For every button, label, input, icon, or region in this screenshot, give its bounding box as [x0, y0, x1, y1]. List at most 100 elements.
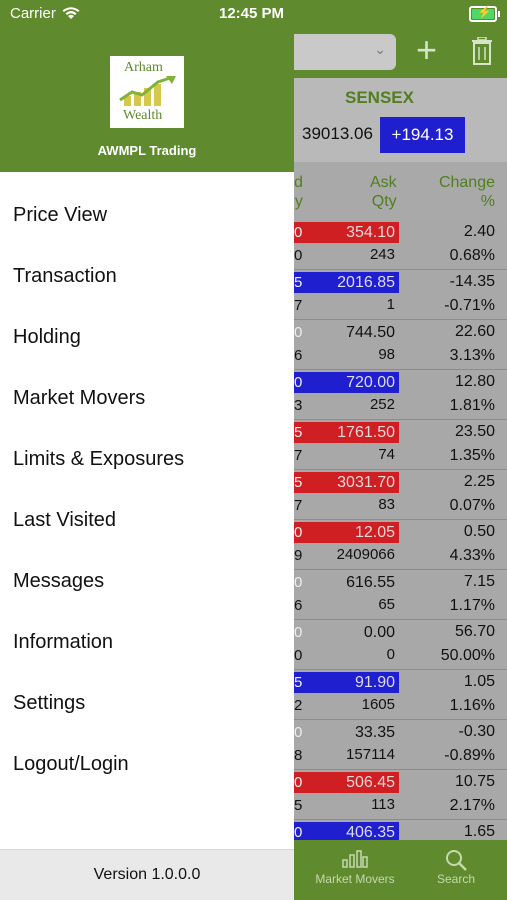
- ask-price: 744.50: [346, 324, 395, 341]
- status-time: 12:45 PM: [219, 5, 285, 22]
- bid-price: 5: [294, 672, 304, 693]
- table-row[interactable]: 0 5 506.45 113 10.75 2.17%: [294, 770, 507, 820]
- bid-qty: 0: [294, 647, 303, 664]
- ask-price: 720.00: [304, 372, 399, 393]
- change-value: 12.80: [454, 373, 495, 390]
- growth-chart-icon: [119, 76, 176, 106]
- menu-item-price-view[interactable]: Price View: [13, 204, 108, 226]
- menu-item-market-movers[interactable]: Market Movers: [13, 387, 146, 409]
- bid-price: 0: [294, 574, 303, 591]
- table-row[interactable]: 5 7 3031.70 83 2.25 0.07%: [294, 470, 507, 520]
- change-percent: 0.68%: [449, 247, 495, 264]
- menu-item-logout-login[interactable]: Logout/Login: [13, 753, 129, 775]
- carrier-label: Carrier: [10, 5, 56, 22]
- chevron-down-icon: ⌄: [374, 41, 386, 57]
- menu-item-settings[interactable]: Settings: [13, 692, 86, 714]
- tab-bar: Market Movers Search: [294, 840, 507, 900]
- change-value: 22.60: [454, 323, 495, 340]
- ask-qty: 65: [378, 596, 395, 613]
- bid-price: 0: [294, 724, 303, 741]
- bid-qty: 6: [294, 347, 303, 364]
- menu-item-limits-exposures[interactable]: Limits & Exposures: [13, 448, 185, 470]
- bid-qty: 6: [294, 597, 303, 614]
- index-change: +194.13: [380, 117, 465, 153]
- change-percent: -0.71%: [444, 297, 495, 314]
- menu-item-messages[interactable]: Messages: [13, 570, 105, 592]
- ask-price: 0.00: [363, 624, 395, 641]
- bid-price: 0: [294, 624, 303, 641]
- carrier: Carrier: [10, 5, 80, 22]
- change-value: 2.40: [463, 223, 495, 240]
- table-row[interactable]: 0 0 354.10 243 2.40 0.68%: [294, 220, 507, 270]
- change-value: 10.75: [454, 773, 495, 790]
- table-row[interactable]: 5 7 1761.50 74 23.50 1.35%: [294, 420, 507, 470]
- status-bar: Carrier 12:45 PM ⚡: [0, 0, 507, 26]
- change-header: Change%: [438, 174, 495, 210]
- bid-price: 5: [294, 422, 304, 443]
- table-row[interactable]: 0 9 12.05 2409066 0.50 4.33%: [294, 520, 507, 570]
- logo-text-top: Arham: [124, 60, 163, 75]
- drawer-header: Arham Wealth AWMPL Trading: [0, 0, 294, 172]
- wifi-icon: [62, 7, 80, 19]
- tab-market-movers[interactable]: Market Movers: [308, 848, 402, 886]
- ask-price: 33.35: [354, 724, 395, 741]
- change-value: 7.15: [463, 573, 495, 590]
- ask-price: 354.10: [304, 222, 399, 243]
- watchlist-dropdown[interactable]: ⌄: [294, 34, 396, 70]
- table-row[interactable]: 0 3 720.00 252 12.80 1.81%: [294, 370, 507, 420]
- table-row[interactable]: 5 7 2016.85 1 -14.35 -0.71%: [294, 270, 507, 320]
- ask-qty-header: Ask Qty: [370, 174, 397, 210]
- change-percent: -0.89%: [444, 747, 495, 764]
- bid-price: 0: [294, 522, 304, 543]
- table-row[interactable]: 5 2 91.90 1605 1.05 1.16%: [294, 670, 507, 720]
- bid-price: 0: [294, 772, 304, 793]
- ask-price: 91.90: [304, 672, 399, 693]
- index-name: SENSEX: [345, 88, 414, 107]
- change-value: 23.50: [454, 423, 495, 440]
- ask-price: 616.55: [346, 574, 395, 591]
- trash-icon[interactable]: [470, 37, 494, 65]
- bid-qty: 5: [294, 797, 303, 814]
- change-percent: 4.33%: [449, 547, 495, 564]
- ask-qty: 0: [386, 646, 395, 663]
- tab-search[interactable]: Search: [426, 848, 486, 886]
- table-row[interactable]: 0 8 33.35 157114 -0.30 -0.89%: [294, 720, 507, 770]
- table-row[interactable]: 0 6 744.50 98 22.60 3.13%: [294, 320, 507, 370]
- tab-search-label: Search: [436, 872, 476, 886]
- bid-price: 5: [294, 272, 304, 293]
- menu-item-holding[interactable]: Holding: [13, 326, 81, 348]
- bid-qty: 3: [294, 397, 303, 414]
- bid-qty: 7: [294, 447, 303, 464]
- change-value: 56.70: [454, 623, 495, 640]
- menu-item-last-visited[interactable]: Last Visited: [13, 509, 117, 531]
- tab-market-movers-label: Market Movers: [315, 872, 395, 886]
- bid-price: 0: [294, 222, 304, 243]
- change-percent: 0.07%: [449, 497, 495, 514]
- search-icon: [446, 850, 467, 871]
- change-percent: 1.16%: [449, 697, 495, 714]
- change-percent: 1.81%: [449, 397, 495, 414]
- menu-item-information[interactable]: Information: [13, 631, 114, 653]
- ask-qty: 252: [369, 396, 395, 413]
- bid-qty: 2: [294, 697, 303, 714]
- plus-icon[interactable]: +: [416, 29, 438, 70]
- ask-qty: 1605: [361, 696, 395, 713]
- change-percent: 1.17%: [449, 597, 495, 614]
- ask-qty: 157114: [346, 746, 395, 763]
- table-row[interactable]: 0 0 0.00 0 56.70 50.00%: [294, 620, 507, 670]
- bid-qty: 0: [294, 247, 303, 264]
- ask-price: 2016.85: [304, 272, 399, 293]
- change-percent: 50.00%: [440, 647, 495, 664]
- change-value: 2.25: [463, 473, 495, 490]
- change-percent: 3.13%: [449, 347, 495, 364]
- version-label: Version 1.0.0.0: [0, 849, 294, 900]
- table-row[interactable]: 0 6 616.55 65 7.15 1.17%: [294, 570, 507, 620]
- company-logo: Arham Wealth: [110, 56, 184, 128]
- drawer-menu: Price View Transaction Holding Market Mo…: [0, 185, 294, 795]
- change-value: -0.30: [458, 723, 495, 740]
- ask-qty: 98: [378, 346, 395, 363]
- menu-item-transaction[interactable]: Transaction: [13, 265, 117, 287]
- ask-price: 406.35: [304, 822, 399, 843]
